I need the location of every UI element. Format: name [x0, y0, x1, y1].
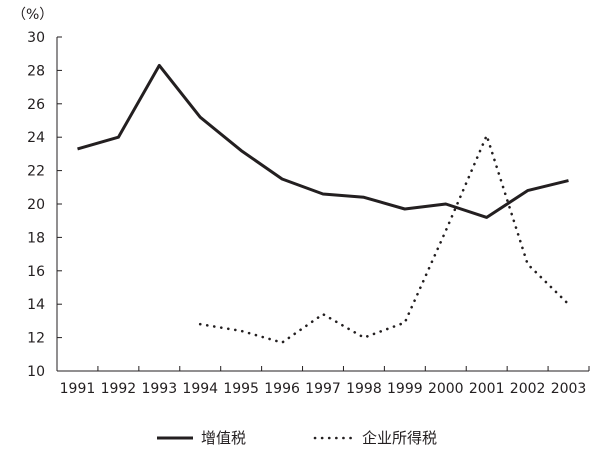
series-2-point — [485, 134, 488, 137]
x-tick-label: 1995 — [223, 381, 259, 397]
x-tick-label: 2000 — [428, 381, 464, 397]
series-layer — [77, 63, 570, 344]
series-2-point — [526, 263, 529, 266]
y-tick-label: 28 — [27, 63, 45, 79]
x-tick-label: 1994 — [182, 381, 218, 397]
x-axis: 1991 1992 1993 1994 1995 1996 1997 1998 1999 2000… — [56, 366, 590, 397]
x-tick-label: 1999 — [387, 381, 423, 397]
x-tick-label: 1997 — [305, 381, 341, 397]
y-tick-label: 18 — [27, 230, 45, 246]
series-2-point — [403, 321, 406, 324]
series-2-point — [362, 336, 365, 339]
x-tick-label: 2003 — [551, 381, 587, 397]
y-tick-label: 12 — [27, 331, 45, 347]
y-tick-label: 20 — [27, 197, 45, 213]
y-tick-label: 16 — [27, 264, 45, 280]
y-tick-label: 30 — [27, 30, 45, 46]
y-tick-label: 26 — [27, 97, 45, 113]
series-2-point — [567, 303, 570, 306]
x-tick-label: 1992 — [101, 381, 137, 397]
x-tick-label: 1991 — [60, 381, 96, 397]
y-tick-label: 24 — [27, 130, 45, 146]
x-tick-label: 1993 — [141, 381, 177, 397]
x-tick-label: 2002 — [510, 381, 546, 397]
y-tick-label: 10 — [27, 364, 45, 380]
y-tick-label: 14 — [27, 297, 45, 313]
y-axis-unit-label: （%） — [12, 7, 53, 23]
y-axis: 10 12 14 16 18 20 22 24 26 28 30 — [27, 30, 62, 380]
x-tick-label: 2001 — [469, 381, 505, 397]
x-tick-label: 1996 — [264, 381, 300, 397]
legend: 增值税 企业所得税 — [157, 429, 437, 447]
series-line-1 — [77, 63, 569, 219]
legend-label-series-1: 增值税 — [201, 429, 246, 447]
series-line-2 — [198, 134, 570, 344]
y-tick-label: 22 — [27, 164, 45, 180]
x-tick-label: 1998 — [346, 381, 382, 397]
legend-label-series-2: 企业所得税 — [362, 429, 437, 447]
